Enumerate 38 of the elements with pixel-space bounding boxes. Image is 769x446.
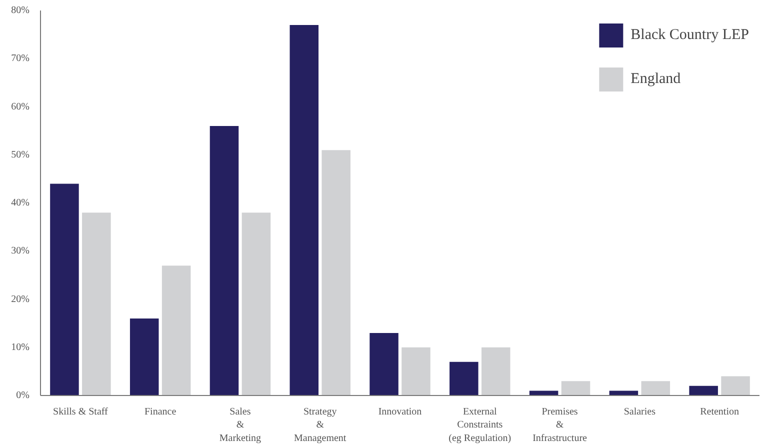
bar (82, 212, 111, 396)
bar (130, 318, 159, 396)
bar (481, 347, 510, 396)
x-tick-label: Salaries (624, 406, 656, 418)
bar (609, 390, 638, 396)
x-tick-label: Retention (700, 406, 740, 418)
y-tick-label: 0% (16, 390, 30, 401)
bar (370, 332, 398, 396)
x-tick-label: Sales & Marketing (219, 406, 262, 444)
bar (50, 184, 79, 396)
y-tick-label: 50% (11, 149, 30, 160)
bar (689, 386, 718, 396)
y-tick-label: 40% (11, 198, 30, 208)
bar (561, 381, 590, 396)
bar (322, 150, 350, 396)
x-tick-label: Finance (144, 406, 177, 418)
bar (402, 347, 430, 396)
x-tick-label: Skills & Staff (53, 406, 109, 418)
bar (641, 381, 670, 396)
legend-label: England (630, 70, 681, 88)
x-tick-label: Strategy & Management (294, 406, 346, 444)
bar (242, 212, 271, 396)
y-tick-label: 20% (11, 294, 30, 305)
bar (290, 24, 319, 396)
bar (450, 362, 478, 396)
bar (721, 376, 750, 396)
x-tick-label: Premises & Infrastructure (532, 406, 588, 444)
y-tick-label: 70% (11, 53, 30, 64)
y-tick-label: 80% (11, 5, 30, 16)
y-tick-label: 30% (11, 246, 30, 257)
legend-label: Black Country LEP (630, 26, 749, 44)
y-tick-label: 10% (11, 342, 30, 353)
y-tick-label: 60% (11, 101, 30, 112)
bar (210, 126, 239, 396)
x-tick-label: Innovation (378, 406, 422, 418)
bar (162, 266, 191, 396)
x-tick-label: External Constraints (eg Regulation) (448, 406, 512, 444)
bar (529, 390, 558, 396)
